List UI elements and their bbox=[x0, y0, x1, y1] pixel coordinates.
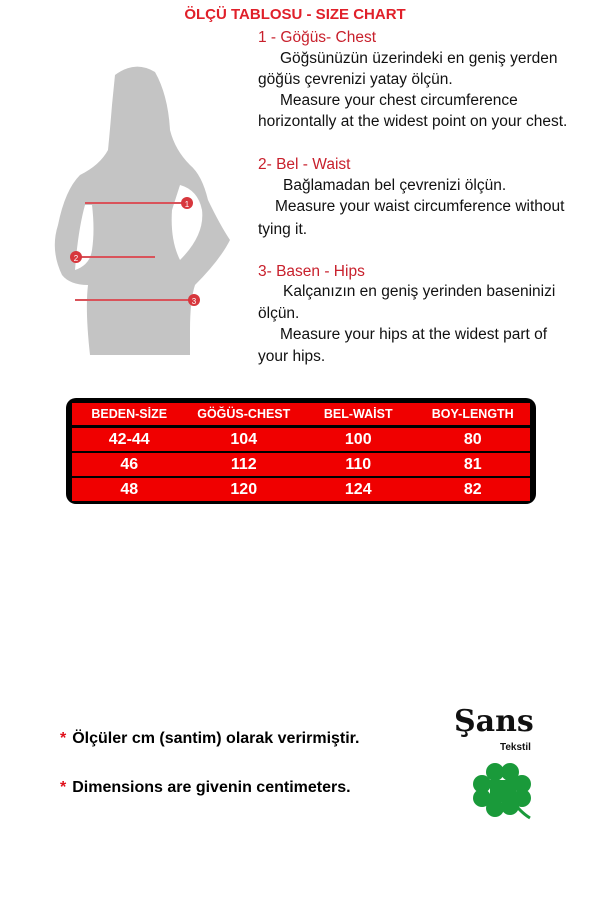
marker-3 bbox=[188, 294, 200, 306]
page-title: ÖLÇÜ TABLOSU - SIZE CHART bbox=[184, 6, 406, 23]
hips-text: ölçün. bbox=[258, 305, 300, 322]
chest-text: Göğsünüzün üzerindeki en geniş yerden bbox=[280, 50, 558, 67]
chest-text: göğüs çevrenizi yatay ölçün. bbox=[258, 71, 453, 88]
hips-text: Kalçanızın en geniş yerinden baseninizi bbox=[283, 283, 556, 300]
hips-text: Measure your hips at the widest part of bbox=[280, 326, 548, 343]
header-chest: GÖĞÜS-CHEST bbox=[197, 407, 291, 421]
cell: 46 bbox=[120, 456, 139, 473]
cell: 110 bbox=[345, 456, 372, 473]
table-row: 42-44 104 100 80 bbox=[72, 428, 530, 451]
table-row: 46 112 110 81 bbox=[72, 453, 530, 476]
cell: 81 bbox=[463, 456, 482, 473]
table-header: BEDEN-SİZE GÖĞÜS-CHEST BEL-WAİST BOY-LEN… bbox=[72, 403, 530, 425]
cell: 100 bbox=[344, 431, 372, 448]
svg-text:2: 2 bbox=[74, 254, 79, 263]
waist-text: Bağlamadan bel çevrenizi ölçün. bbox=[283, 177, 507, 194]
cell: 120 bbox=[230, 481, 258, 498]
waist-text: Measure your waist circumference without bbox=[275, 198, 565, 215]
cell: 42-44 bbox=[108, 431, 150, 448]
cell: 112 bbox=[230, 456, 257, 473]
table-row: 48 120 124 82 bbox=[72, 478, 530, 501]
asterisk: * bbox=[60, 779, 67, 796]
brand-logo-name: Şans bbox=[454, 704, 534, 739]
brand-logo-sub: Tekstil bbox=[500, 742, 531, 753]
cell: 80 bbox=[463, 431, 482, 448]
size-table: BEDEN-SİZE GÖĞÜS-CHEST BEL-WAİST BOY-LEN… bbox=[66, 398, 536, 504]
waist-text: tying it. bbox=[258, 221, 308, 238]
asterisk: * bbox=[60, 730, 67, 747]
waist-heading: 2- Bel - Waist bbox=[258, 156, 351, 173]
chest-text: Measure your chest circumference bbox=[280, 92, 518, 109]
note-cm: * Ölçüler cm (santim) olarak verirmiştir. bbox=[60, 730, 359, 748]
note-text: Ölçüler cm (santim) olarak verirmiştir. bbox=[72, 730, 360, 747]
hips-text: your hips. bbox=[258, 348, 326, 365]
header-waist: BEL-WAİST bbox=[323, 407, 393, 421]
marker-2 bbox=[70, 251, 82, 263]
header-size: BEDEN-SİZE bbox=[91, 407, 168, 421]
cell: 48 bbox=[120, 481, 139, 498]
svg-text:3: 3 bbox=[192, 297, 197, 306]
cell: 124 bbox=[344, 481, 372, 498]
chest-heading: 1 - Göğüs- Chest bbox=[258, 29, 377, 46]
cell: 82 bbox=[463, 481, 482, 498]
note-centimeters: * Dimensions are givenin centimeters. bbox=[60, 779, 351, 797]
clover-icon bbox=[473, 763, 531, 820]
hips-heading: 3- Basen - Hips bbox=[258, 263, 365, 280]
note-text: Dimensions are givenin centimeters. bbox=[72, 779, 351, 796]
body-silhouette-figure: 1 2 3 bbox=[54, 66, 230, 356]
marker-1 bbox=[181, 197, 193, 209]
header-length: BOY-LENGTH bbox=[431, 407, 514, 421]
chest-text: horizontally at the widest point on your… bbox=[258, 113, 568, 130]
cell: 104 bbox=[230, 431, 258, 448]
svg-text:1: 1 bbox=[185, 200, 190, 209]
